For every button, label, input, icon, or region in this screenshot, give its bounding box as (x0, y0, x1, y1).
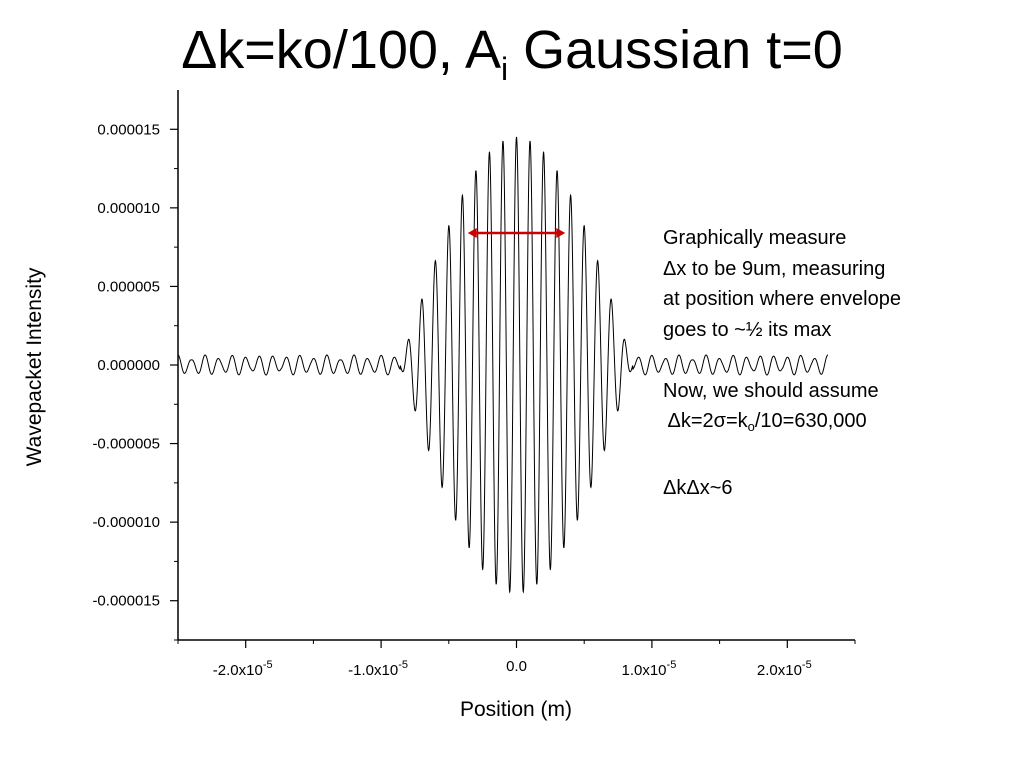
y-tick-label: 0.000010 (97, 200, 160, 217)
arrow-head-left (467, 228, 477, 238)
measurement-arrow (467, 228, 566, 238)
note-line: Δx to be 9um, measuring (663, 257, 886, 280)
note-dk-suffix: /10=630,000 (754, 410, 867, 432)
note-line: at position where envelope (663, 288, 901, 310)
x-tick-label: -2.0x10-5 (213, 659, 273, 679)
annotation-notes: Graphically measure Δx to be 9um, measur… (663, 223, 1008, 504)
note-dk-line: Δk=2σ=ko/10=630,000 (663, 406, 1008, 443)
note-line: Now, we should assume (663, 379, 879, 402)
note-line (663, 345, 1008, 376)
title-main: Δk=ko/100, A (181, 20, 501, 80)
y-tick-label: -0.000015 (92, 593, 160, 610)
tick-marks (170, 128, 856, 648)
x-axis-title: Position (m) (460, 698, 572, 721)
slide-title: Δk=ko/100, Ai Gaussian t=0 (0, 10, 1024, 109)
y-tick-label: -0.000010 (92, 514, 160, 531)
x-tick-label: 0.0 (506, 658, 527, 675)
note-dk-subscript: o (747, 419, 755, 434)
series-line-wavepacket (177, 136, 829, 594)
arrow-head-right (556, 228, 566, 238)
note-product: ΔkΔx~6 (663, 477, 733, 499)
y-tick-label: 0.000005 (97, 278, 160, 295)
tick-labels: 0.000015 0.000010 0.000005 0.000000 -0.00000… (92, 121, 811, 679)
y-axis-title: Wavepacket Intensity (23, 267, 46, 466)
y-tick-label: -0.000005 (92, 436, 160, 453)
note-line: Graphically measure (663, 227, 847, 249)
x-tick-label: 1.0x10-5 (621, 659, 676, 679)
y-tick-label: 0.000015 (97, 121, 160, 138)
note-line: goes to ~½ its max (663, 318, 832, 341)
x-tick-label: -1.0x10-5 (348, 659, 408, 679)
title-subscript: i (500, 51, 509, 87)
x-tick-label: 2.0x10-5 (757, 659, 812, 679)
title-rest: Gaussian t=0 (508, 20, 843, 80)
note-line (663, 443, 1008, 474)
note-dk-prefix: Δk=2σ=k (663, 410, 748, 432)
y-tick-label: 0.000000 (97, 357, 160, 374)
